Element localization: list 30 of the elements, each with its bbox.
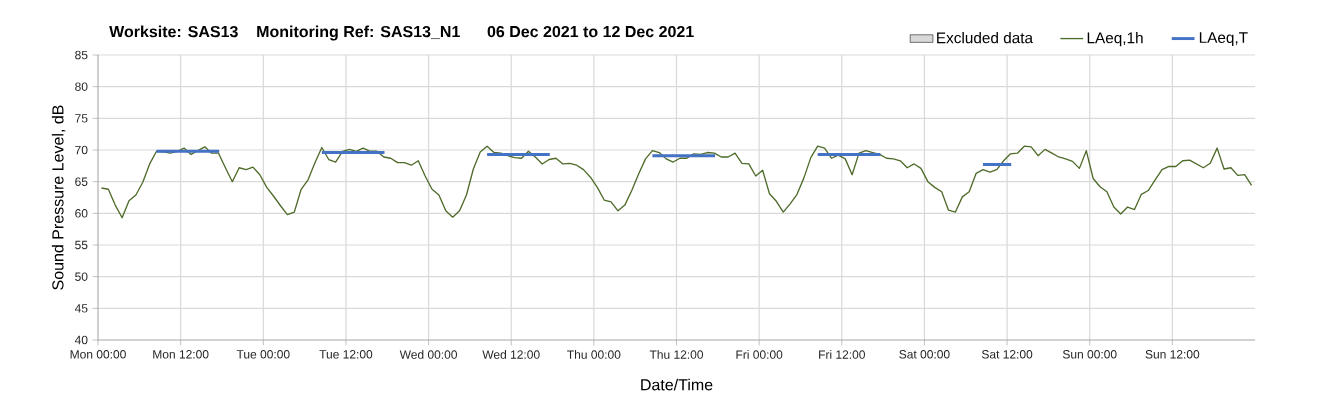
x-tick-label: Fri 12:00	[819, 350, 865, 359]
y-axis-title: Sound Pressure Level, dB	[51, 105, 66, 290]
y-tick-label: 55	[75, 240, 88, 250]
x-tick-label: Wed 12:00	[482, 350, 540, 359]
y-tick-label: 70	[75, 145, 88, 155]
y-tick-label: 45	[74, 304, 88, 313]
chart-title: Worksite: SAS13 Monitoring Ref: SAS13_N1 06 Dec 2021 to 12 Dec 2021	[109, 25, 694, 41]
x-axis-title: Date/Time	[641, 378, 713, 391]
legend-label: Excluded data	[937, 32, 1034, 44]
x-tick-label: Mon 12:00	[153, 350, 209, 359]
y-tick-label: 75	[75, 114, 88, 123]
y-tick-label: 50	[75, 272, 88, 281]
y-tick-label: 40	[74, 335, 88, 345]
y-tick-label: 80	[75, 82, 88, 91]
x-tick-label: Tue 12:00	[319, 350, 373, 359]
x-tick-label: Thu 12:00	[649, 350, 704, 359]
x-tick-label: Thu 00:00	[567, 350, 621, 359]
x-tick-label: Wed 00:00	[399, 350, 458, 359]
y-tick-label: 60	[75, 209, 88, 218]
x-tick-label: Tue 00:00	[236, 350, 290, 359]
x-tick-label: Sat 12:00	[981, 350, 1033, 359]
x-tick-label: Mon 00:00	[70, 350, 126, 359]
x-tick-label: Fri 00:00	[736, 350, 783, 359]
y-tick-label: 85	[75, 50, 88, 60]
legend-label: LAeq,1h	[1087, 32, 1143, 47]
x-tick-label: Sat 00:00	[899, 350, 950, 359]
x-tick-label: Sun 12:00	[1145, 350, 1200, 359]
y-tick-label: 65	[75, 177, 88, 186]
x-tick-label: Sun 00:00	[1062, 350, 1117, 359]
legend-label: LAeq,T	[1199, 32, 1248, 47]
